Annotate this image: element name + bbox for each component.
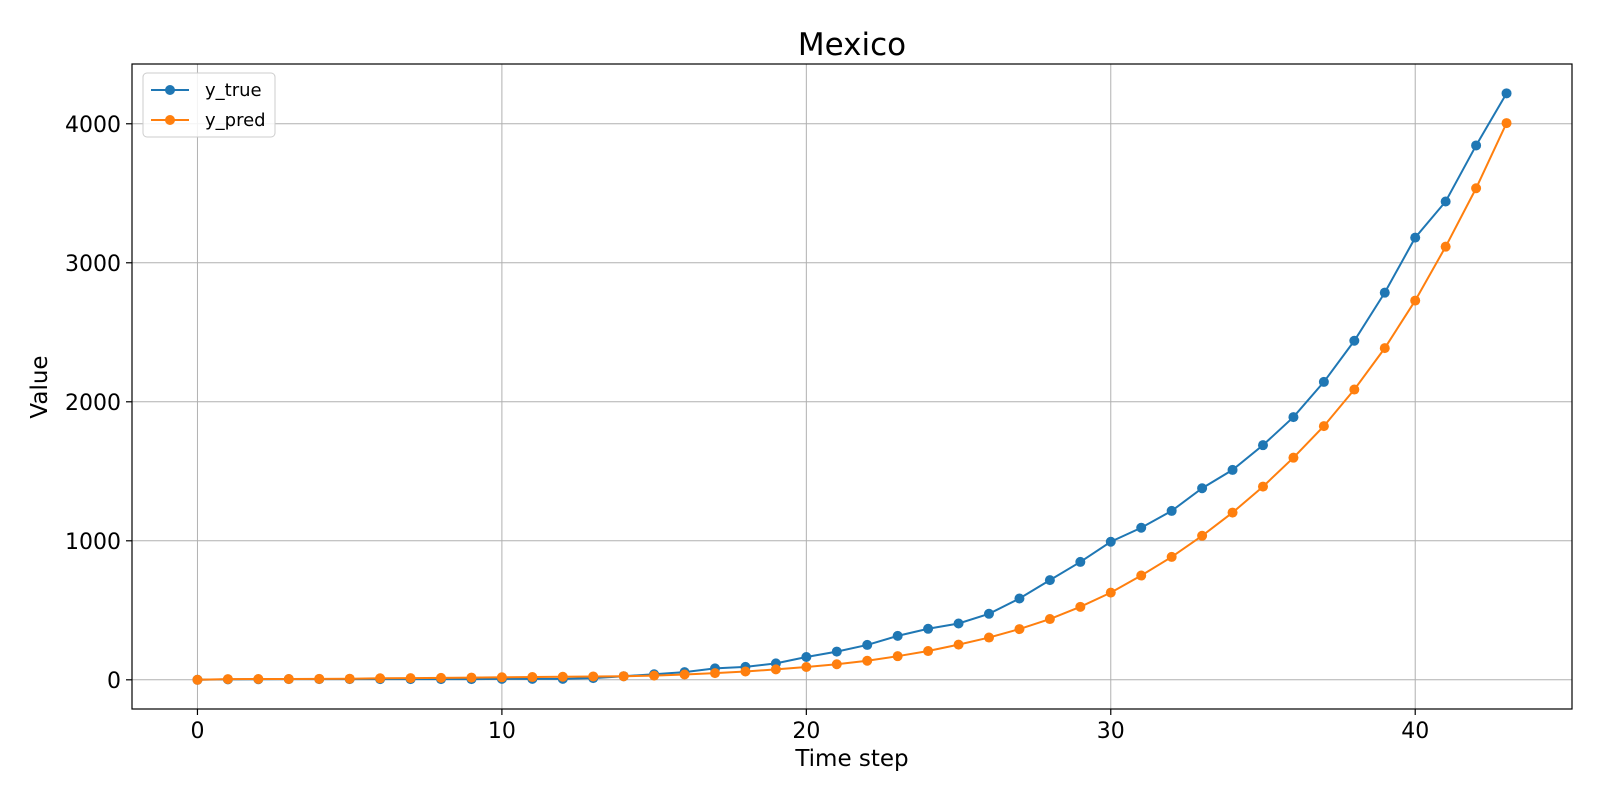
y-pred-point [1014, 624, 1025, 635]
y-pred-point [1318, 421, 1329, 432]
y-pred-point [1227, 507, 1238, 518]
y-pred-point [831, 659, 842, 670]
y-pred-point [983, 632, 994, 643]
y-pred-point [405, 673, 416, 684]
y-pred-point [1410, 295, 1421, 306]
y-true-point [1410, 232, 1421, 243]
y-pred-point [892, 651, 903, 662]
y-true-point [1257, 440, 1268, 451]
y-true-point [1349, 335, 1360, 346]
y-true-point [983, 608, 994, 619]
y-pred-point [1075, 601, 1086, 612]
y-true-point [1014, 593, 1025, 604]
y-true-point [1044, 575, 1055, 586]
x-axis-label: Time step [794, 746, 908, 772]
x-tick-label: 20 [792, 719, 820, 744]
y-pred-point [222, 674, 233, 685]
y-pred-point [1471, 183, 1482, 194]
y-pred-point [1440, 241, 1451, 252]
plot-area-frame [131, 63, 1573, 710]
series-y-pred [192, 118, 1512, 685]
y-tick-label: 1000 [65, 530, 121, 555]
legend-label-y-true: y_true [205, 80, 262, 101]
y-true-point [1166, 505, 1177, 516]
y-true-point [1501, 88, 1512, 99]
legend: y_true y_pred [142, 72, 276, 138]
y-pred-point [496, 672, 507, 683]
y-pred-point [801, 662, 812, 673]
y-pred-point [649, 670, 660, 681]
y-true-point [953, 618, 964, 629]
y-tick-label: 3000 [65, 252, 121, 277]
y-pred-point [588, 671, 599, 682]
legend-label-y-pred: y_pred [205, 110, 266, 131]
y-pred-point [1166, 551, 1177, 562]
y-pred-point [953, 639, 964, 650]
y-pred-point [923, 646, 934, 657]
y-tick-label: 0 [107, 669, 121, 694]
y-true-point [892, 630, 903, 641]
x-tick-label: 0 [190, 719, 204, 744]
y-pred-point [283, 673, 294, 684]
y-pred-point [679, 669, 690, 680]
y-pred-point [1257, 481, 1268, 492]
y-pred-point [1105, 587, 1116, 598]
y-pred-point [314, 673, 325, 684]
y-true-line [197, 92, 1508, 681]
y-pred-point [618, 671, 629, 682]
chart-title: Mexico [798, 27, 906, 63]
y-pred-point [710, 668, 721, 679]
y-pred-point [344, 673, 355, 684]
y-pred-point [1379, 343, 1390, 354]
series-y-true [192, 88, 1512, 685]
y-pred-line [197, 122, 1508, 681]
y-pred-point [1136, 570, 1147, 581]
y-pred-point [1288, 452, 1299, 463]
y-pred-point [466, 672, 477, 683]
x-tick-label: 10 [488, 719, 516, 744]
y-pred-point [253, 673, 264, 684]
y-pred-point [436, 672, 447, 683]
y-true-point [923, 623, 934, 634]
y-true-point [1227, 464, 1238, 475]
legend-marker-y-pred [165, 115, 175, 125]
y-true-point [831, 646, 842, 657]
y-tick-label: 4000 [65, 113, 121, 138]
y-true-point [1197, 483, 1208, 494]
y-pred-point [862, 655, 873, 666]
y-true-point [1440, 196, 1451, 207]
legend-marker-y-true [165, 85, 175, 95]
y-true-point [862, 639, 873, 650]
x-tick-label: 30 [1097, 719, 1125, 744]
y-true-point [1136, 522, 1147, 533]
y-true-point [1105, 536, 1116, 547]
y-pred-point [557, 671, 568, 682]
y-pred-point [1349, 384, 1360, 395]
y-pred-point [1044, 614, 1055, 625]
y-pred-point [770, 664, 781, 675]
x-tick-label: 40 [1401, 719, 1429, 744]
axis-ticks: 0 10 20 30 40 0 1000 2000 3000 4000 [65, 113, 1429, 744]
y-pred-point [1501, 118, 1512, 129]
y-true-point [1471, 140, 1482, 151]
y-tick-label: 2000 [65, 391, 121, 416]
y-true-point [801, 652, 812, 663]
y-pred-point [1197, 530, 1208, 541]
y-true-point [1288, 412, 1299, 423]
series-layer [192, 88, 1512, 685]
y-true-point [1075, 556, 1086, 567]
y-pred-point [527, 672, 538, 683]
y-pred-point [375, 673, 386, 684]
y-pred-point [192, 674, 203, 685]
y-true-point [1379, 287, 1390, 298]
y-axis-label: Value [27, 355, 53, 418]
y-pred-point [740, 666, 751, 677]
y-true-point [1318, 376, 1329, 387]
